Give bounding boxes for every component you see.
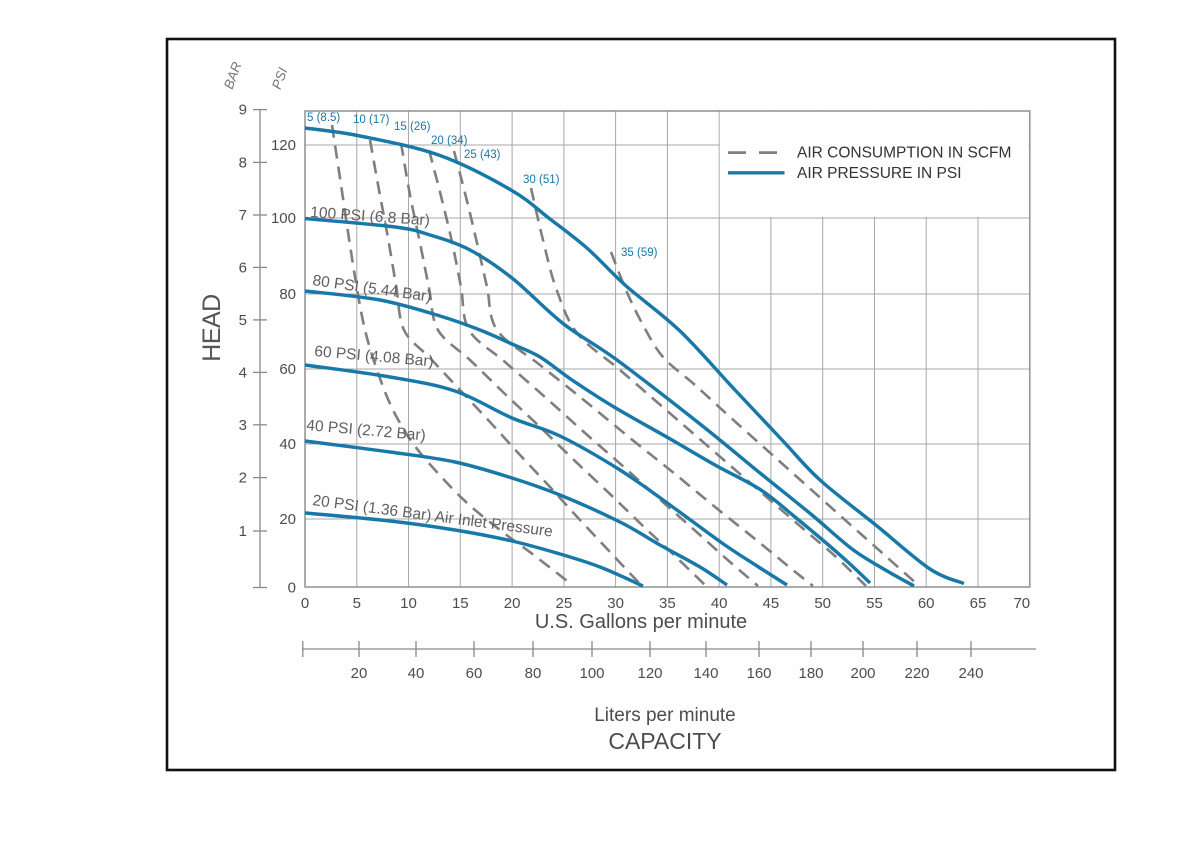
svg-text:200: 200	[850, 665, 875, 682]
svg-text:35: 35	[659, 595, 676, 612]
svg-text:120: 120	[271, 137, 296, 154]
svg-text:1: 1	[239, 523, 247, 540]
svg-text:25: 25	[556, 595, 573, 612]
svg-text:30 (51): 30 (51)	[523, 174, 560, 186]
svg-text:40: 40	[279, 436, 296, 453]
svg-text:160: 160	[746, 665, 771, 682]
svg-text:PSI: PSI	[269, 65, 291, 91]
svg-text:220: 220	[904, 665, 929, 682]
svg-text:120: 120	[637, 665, 662, 682]
svg-text:15: 15	[452, 595, 469, 612]
svg-text:AIR PRESSURE IN PSI: AIR PRESSURE IN PSI	[797, 165, 962, 182]
svg-text:25 (43): 25 (43)	[464, 149, 501, 161]
svg-text:15 (26): 15 (26)	[394, 121, 431, 133]
svg-text:5: 5	[353, 595, 361, 612]
svg-text:240: 240	[958, 665, 983, 682]
svg-text:55: 55	[866, 595, 883, 612]
svg-text:HEAD: HEAD	[198, 294, 226, 361]
svg-text:80: 80	[279, 286, 296, 303]
svg-text:U.S. Gallons per minute: U.S. Gallons per minute	[535, 611, 747, 633]
svg-text:7: 7	[239, 207, 247, 224]
svg-text:60: 60	[279, 361, 296, 378]
svg-text:5 (8.5): 5 (8.5)	[307, 112, 340, 124]
svg-text:2: 2	[239, 470, 247, 487]
svg-text:180: 180	[798, 665, 823, 682]
svg-text:100: 100	[579, 665, 604, 682]
svg-text:3: 3	[239, 417, 247, 434]
svg-text:30: 30	[607, 595, 624, 612]
svg-text:60: 60	[466, 665, 483, 682]
svg-text:0: 0	[301, 595, 309, 612]
svg-text:4: 4	[239, 364, 247, 381]
svg-text:35 (59): 35 (59)	[621, 247, 658, 259]
svg-text:140: 140	[693, 665, 718, 682]
svg-text:Liters per minute: Liters per minute	[594, 705, 736, 726]
svg-text:60: 60	[918, 595, 935, 612]
svg-text:45: 45	[763, 595, 780, 612]
svg-text:40: 40	[711, 595, 728, 612]
svg-text:5: 5	[239, 312, 247, 329]
svg-text:50: 50	[814, 595, 831, 612]
svg-text:80: 80	[525, 665, 542, 682]
svg-text:8: 8	[239, 154, 247, 171]
svg-text:20: 20	[504, 595, 521, 612]
svg-text:CAPACITY: CAPACITY	[608, 728, 721, 754]
svg-text:20: 20	[351, 665, 368, 682]
svg-text:6: 6	[239, 259, 247, 276]
svg-text:70: 70	[1013, 595, 1030, 612]
svg-text:65: 65	[970, 595, 987, 612]
svg-text:10: 10	[400, 595, 417, 612]
svg-text:40: 40	[408, 665, 425, 682]
svg-text:10 (17): 10 (17)	[353, 114, 390, 126]
svg-text:20: 20	[279, 511, 296, 528]
svg-text:AIR CONSUMPTION IN SCFM: AIR CONSUMPTION IN SCFM	[797, 145, 1011, 162]
svg-text:0: 0	[288, 580, 296, 597]
svg-text:20 (34): 20 (34)	[431, 135, 468, 147]
svg-text:9: 9	[239, 102, 247, 119]
svg-text:100: 100	[271, 210, 296, 227]
